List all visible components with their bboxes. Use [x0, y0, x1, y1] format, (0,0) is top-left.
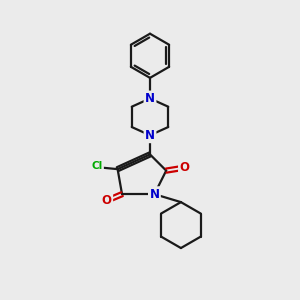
- Text: N: N: [149, 188, 159, 201]
- Text: N: N: [145, 92, 155, 105]
- Text: O: O: [179, 161, 190, 174]
- Text: Cl: Cl: [92, 161, 103, 171]
- Text: N: N: [145, 129, 155, 142]
- Text: O: O: [102, 194, 112, 207]
